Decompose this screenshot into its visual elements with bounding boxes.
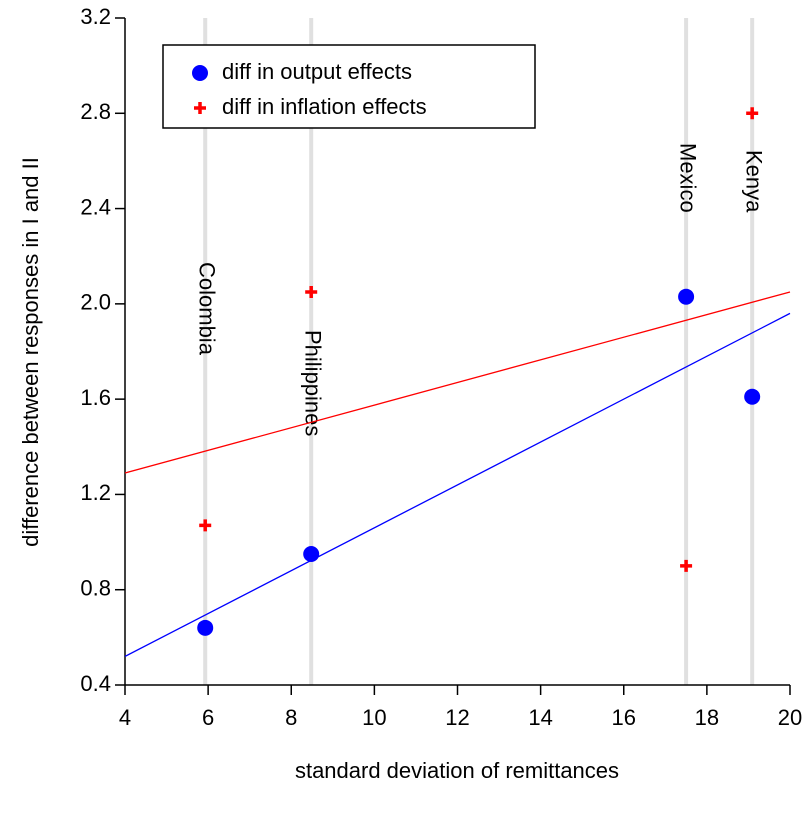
point-label: Mexico — [675, 143, 700, 213]
point-label: Philippines — [300, 330, 325, 436]
x-tick-label: 18 — [695, 705, 719, 730]
point-label: Kenya — [741, 150, 766, 213]
point — [197, 619, 214, 636]
point — [303, 545, 320, 562]
x-tick-label: 6 — [202, 705, 214, 730]
y-tick-label: 0.4 — [80, 671, 111, 696]
y-tick-label: 2.0 — [80, 290, 111, 315]
x-tick-label: 8 — [285, 705, 297, 730]
x-tick-label: 12 — [445, 705, 469, 730]
point — [746, 107, 759, 120]
x-tick-label: 20 — [778, 705, 802, 730]
y-tick-label: 2.8 — [80, 99, 111, 124]
fit-line — [124, 312, 791, 657]
x-tick-label: 10 — [362, 705, 386, 730]
y-tick-label: 1.2 — [80, 480, 111, 505]
y-tick-label: 3.2 — [80, 4, 111, 29]
x-tick-label: 4 — [119, 705, 131, 730]
legend-box — [162, 44, 536, 129]
y-tick-label: 1.6 — [80, 385, 111, 410]
point-label: Colombia — [194, 262, 219, 356]
point — [678, 288, 695, 305]
x-axis-title: standard deviation of remittances — [295, 758, 619, 783]
legend-label: diff in output effects — [222, 59, 412, 84]
y-tick-label: 0.8 — [80, 576, 111, 601]
point — [305, 285, 318, 298]
legend-marker — [194, 102, 206, 114]
point — [744, 388, 761, 405]
fit-line — [124, 291, 791, 474]
point — [680, 559, 693, 572]
y-axis-title: difference between responses in I and II — [18, 157, 43, 547]
point — [199, 519, 212, 532]
x-tick-label: 16 — [612, 705, 636, 730]
legend-label: diff in inflation effects — [222, 94, 427, 119]
x-tick-label: 14 — [528, 705, 552, 730]
y-tick-label: 2.4 — [80, 194, 111, 219]
legend-marker — [192, 65, 208, 81]
